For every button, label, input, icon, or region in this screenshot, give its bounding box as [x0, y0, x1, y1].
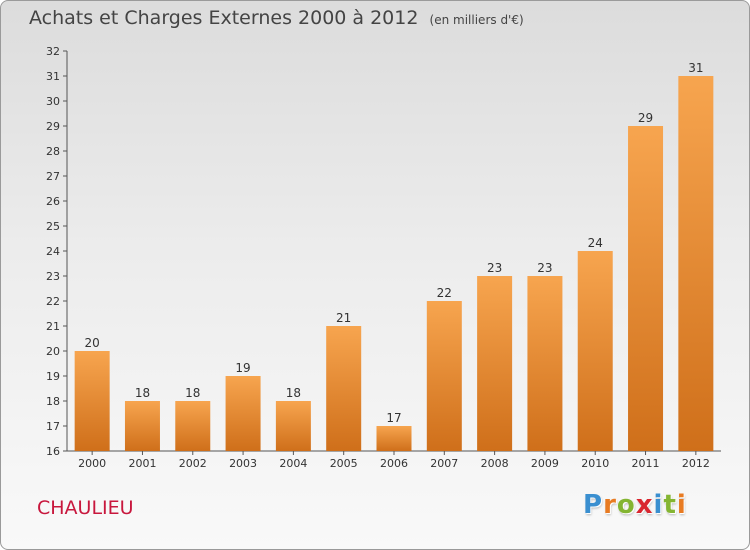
- y-tick-label: 18: [46, 395, 60, 408]
- bar: [577, 251, 613, 451]
- y-tick-label: 24: [46, 245, 60, 258]
- bar: [74, 351, 110, 451]
- data-label: 18: [135, 386, 150, 400]
- bar: [527, 276, 563, 451]
- x-tick-label: 2005: [330, 457, 358, 470]
- data-label: 21: [336, 311, 351, 325]
- y-tick-label: 17: [46, 420, 60, 433]
- x-tick-label: 2008: [481, 457, 509, 470]
- y-tick-label: 25: [46, 220, 60, 233]
- bar: [175, 401, 211, 451]
- x-tick-label: 2003: [229, 457, 257, 470]
- bar: [376, 426, 412, 451]
- logo-letter: P: [583, 490, 604, 520]
- x-tick-label: 2007: [430, 457, 458, 470]
- x-tick-label: 2004: [279, 457, 307, 470]
- data-label: 18: [185, 386, 200, 400]
- x-tick-label: 2002: [179, 457, 207, 470]
- y-tick-label: 23: [46, 270, 60, 283]
- data-label: 19: [235, 361, 250, 375]
- y-tick-label: 27: [46, 170, 60, 183]
- logo-letter: x: [635, 490, 654, 520]
- logo-letter: o: [616, 490, 636, 520]
- x-tick-label: 2011: [632, 457, 660, 470]
- y-tick-label: 30: [46, 95, 60, 108]
- chart-title-text: Achats et Charges Externes 2000 à 2012: [29, 7, 419, 29]
- commune-name: CHAULIEU: [37, 497, 134, 519]
- chart-unit-note: (en milliers d'€): [429, 13, 524, 27]
- data-label: 17: [386, 411, 401, 425]
- logo-letter: i: [676, 490, 687, 520]
- x-tick-label: 2000: [78, 457, 106, 470]
- bar: [426, 301, 462, 451]
- y-tick-label: 16: [46, 445, 60, 458]
- chart-title: Achats et Charges Externes 2000 à 2012 (…: [29, 7, 524, 29]
- x-tick-label: 2001: [128, 457, 156, 470]
- y-tick-label: 21: [46, 320, 60, 333]
- data-label: 24: [588, 236, 603, 250]
- data-label: 18: [286, 386, 301, 400]
- x-tick-label: 2006: [380, 457, 408, 470]
- proxiti-logo: Proxiti: [583, 490, 687, 520]
- x-tick-label: 2010: [581, 457, 609, 470]
- x-tick-label: 2012: [682, 457, 710, 470]
- y-tick-label: 32: [46, 45, 60, 58]
- data-label: 23: [537, 261, 552, 275]
- y-tick-label: 28: [46, 145, 60, 158]
- x-tick-label: 2009: [531, 457, 559, 470]
- bar: [124, 401, 160, 451]
- y-tick-label: 19: [46, 370, 60, 383]
- data-label: 31: [688, 61, 703, 75]
- bar: [225, 376, 261, 451]
- bar: [678, 76, 714, 451]
- bar: [275, 401, 311, 451]
- logo-letter: t: [663, 490, 677, 520]
- bar: [628, 126, 664, 451]
- y-tick-label: 29: [46, 120, 60, 133]
- bar: [477, 276, 513, 451]
- logo-letter: i: [653, 490, 664, 520]
- y-tick-label: 31: [46, 70, 60, 83]
- y-tick-label: 22: [46, 295, 60, 308]
- bar: [326, 326, 362, 451]
- data-label: 22: [437, 286, 452, 300]
- data-label: 29: [638, 111, 653, 125]
- y-tick-label: 26: [46, 195, 60, 208]
- logo-letter: r: [603, 490, 617, 520]
- data-label: 23: [487, 261, 502, 275]
- y-tick-label: 20: [46, 345, 60, 358]
- data-label: 20: [85, 336, 100, 350]
